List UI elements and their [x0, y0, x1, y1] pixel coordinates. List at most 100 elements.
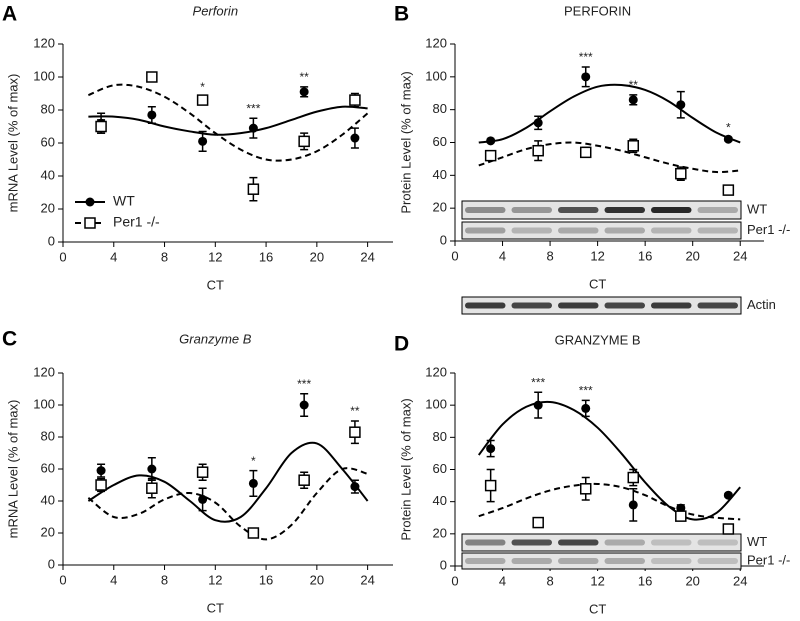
chart-title: Granzyme B	[179, 331, 252, 346]
significance: **	[350, 404, 360, 418]
fit-curve	[88, 105, 368, 136]
data-point	[146, 71, 158, 83]
x-axis-label: CT	[207, 277, 224, 292]
data-point	[532, 144, 544, 157]
fit-curve	[478, 83, 741, 144]
x-tick-label: 8	[161, 249, 168, 264]
y-tick-label: 40	[41, 167, 55, 182]
blot-band	[558, 207, 599, 213]
y-tick-label: 40	[433, 167, 447, 182]
blot-label: Per1 -/-	[747, 222, 790, 237]
significance: **	[299, 70, 309, 84]
x-tick-label: 24	[360, 572, 374, 587]
significance: ***	[531, 375, 545, 389]
x-tick-label: 12	[590, 573, 604, 588]
data-point	[532, 516, 544, 529]
y-tick-label: 20	[41, 524, 55, 539]
x-tick-label: 16	[638, 248, 652, 263]
blot-strip	[461, 552, 742, 570]
data-point	[350, 133, 360, 143]
data-point	[581, 403, 591, 413]
y-tick-label: 20	[433, 200, 447, 215]
y-tick-label: 0	[48, 233, 55, 248]
y-axis-label: Protein Level (% of max)	[398, 71, 413, 213]
y-axis-label: mRNA Level (% of max)	[5, 74, 20, 213]
blot-band	[465, 539, 506, 546]
x-tick-label: 0	[451, 573, 458, 588]
x-tick-label: 24	[360, 249, 374, 264]
data-point	[675, 510, 687, 522]
fit-curve	[478, 141, 741, 174]
data-point	[95, 479, 107, 491]
y-tick-label: 120	[33, 35, 55, 50]
significance: ***	[579, 384, 593, 398]
x-tick-label: 8	[161, 572, 168, 587]
y-tick-label: 40	[433, 493, 447, 508]
fit-curve	[87, 467, 368, 541]
x-tick-label: 20	[310, 249, 324, 264]
x-tick-label: 4	[110, 572, 117, 587]
x-tick-label: 16	[259, 572, 273, 587]
data-point	[722, 184, 735, 196]
y-tick-label: 100	[33, 396, 55, 411]
legend-marker	[84, 217, 96, 229]
chart-title: GRANZYME B	[555, 332, 641, 347]
x-tick-label: 24	[733, 573, 747, 588]
x-tick-label: 20	[685, 573, 699, 588]
blot-strip	[461, 296, 742, 315]
x-axis-label: CT	[589, 601, 606, 616]
data-point	[533, 400, 543, 410]
data-point	[248, 123, 258, 133]
x-tick-label: 8	[546, 248, 553, 263]
blot-band	[465, 227, 506, 234]
data-point	[247, 183, 260, 195]
x-tick-label: 20	[685, 248, 699, 263]
data-point	[484, 149, 497, 162]
significance: *	[251, 454, 256, 468]
y-axis-label: mRNA Level (% of max)	[5, 400, 20, 539]
x-tick-label: 0	[59, 572, 66, 587]
data-point	[628, 95, 638, 105]
y-tick-label: 120	[425, 35, 447, 50]
blot-band	[651, 558, 692, 564]
y-tick-label: 100	[425, 397, 447, 412]
blot-label: Actin	[747, 297, 776, 312]
blot-strip	[461, 221, 742, 240]
blot-band	[697, 539, 738, 546]
chart-title: PERFORIN	[564, 3, 631, 18]
blot-band	[604, 207, 645, 213]
data-point	[581, 72, 591, 82]
data-point	[486, 136, 496, 146]
blot-band	[511, 302, 552, 309]
blot-band	[465, 558, 506, 564]
legend-label: Per1 -/-	[113, 214, 160, 230]
blot-band	[697, 227, 738, 234]
y-tick-label: 0	[440, 557, 447, 572]
fit-curve	[87, 441, 369, 523]
data-point	[627, 471, 640, 484]
panel-letter: D	[394, 333, 409, 356]
x-tick-label: 12	[208, 249, 222, 264]
data-point	[579, 483, 592, 495]
significance: *	[200, 80, 205, 94]
blot-band	[697, 558, 738, 564]
y-tick-label: 120	[33, 364, 55, 379]
x-tick-label: 20	[310, 572, 324, 587]
y-tick-label: 80	[433, 101, 447, 116]
data-point	[722, 523, 735, 535]
significance: *	[726, 121, 731, 135]
y-tick-label: 80	[41, 101, 55, 116]
data-point	[147, 110, 157, 120]
y-tick-label: 100	[33, 68, 55, 83]
legend-marker	[85, 197, 95, 207]
y-tick-label: 60	[41, 134, 55, 149]
data-point	[349, 426, 361, 438]
y-tick-label: 120	[425, 364, 447, 379]
blot-label: Per1 -/-	[747, 552, 790, 567]
x-tick-label: 8	[546, 573, 553, 588]
data-point	[484, 479, 497, 492]
legend-label: WT	[113, 193, 135, 209]
blot-band	[604, 227, 645, 234]
